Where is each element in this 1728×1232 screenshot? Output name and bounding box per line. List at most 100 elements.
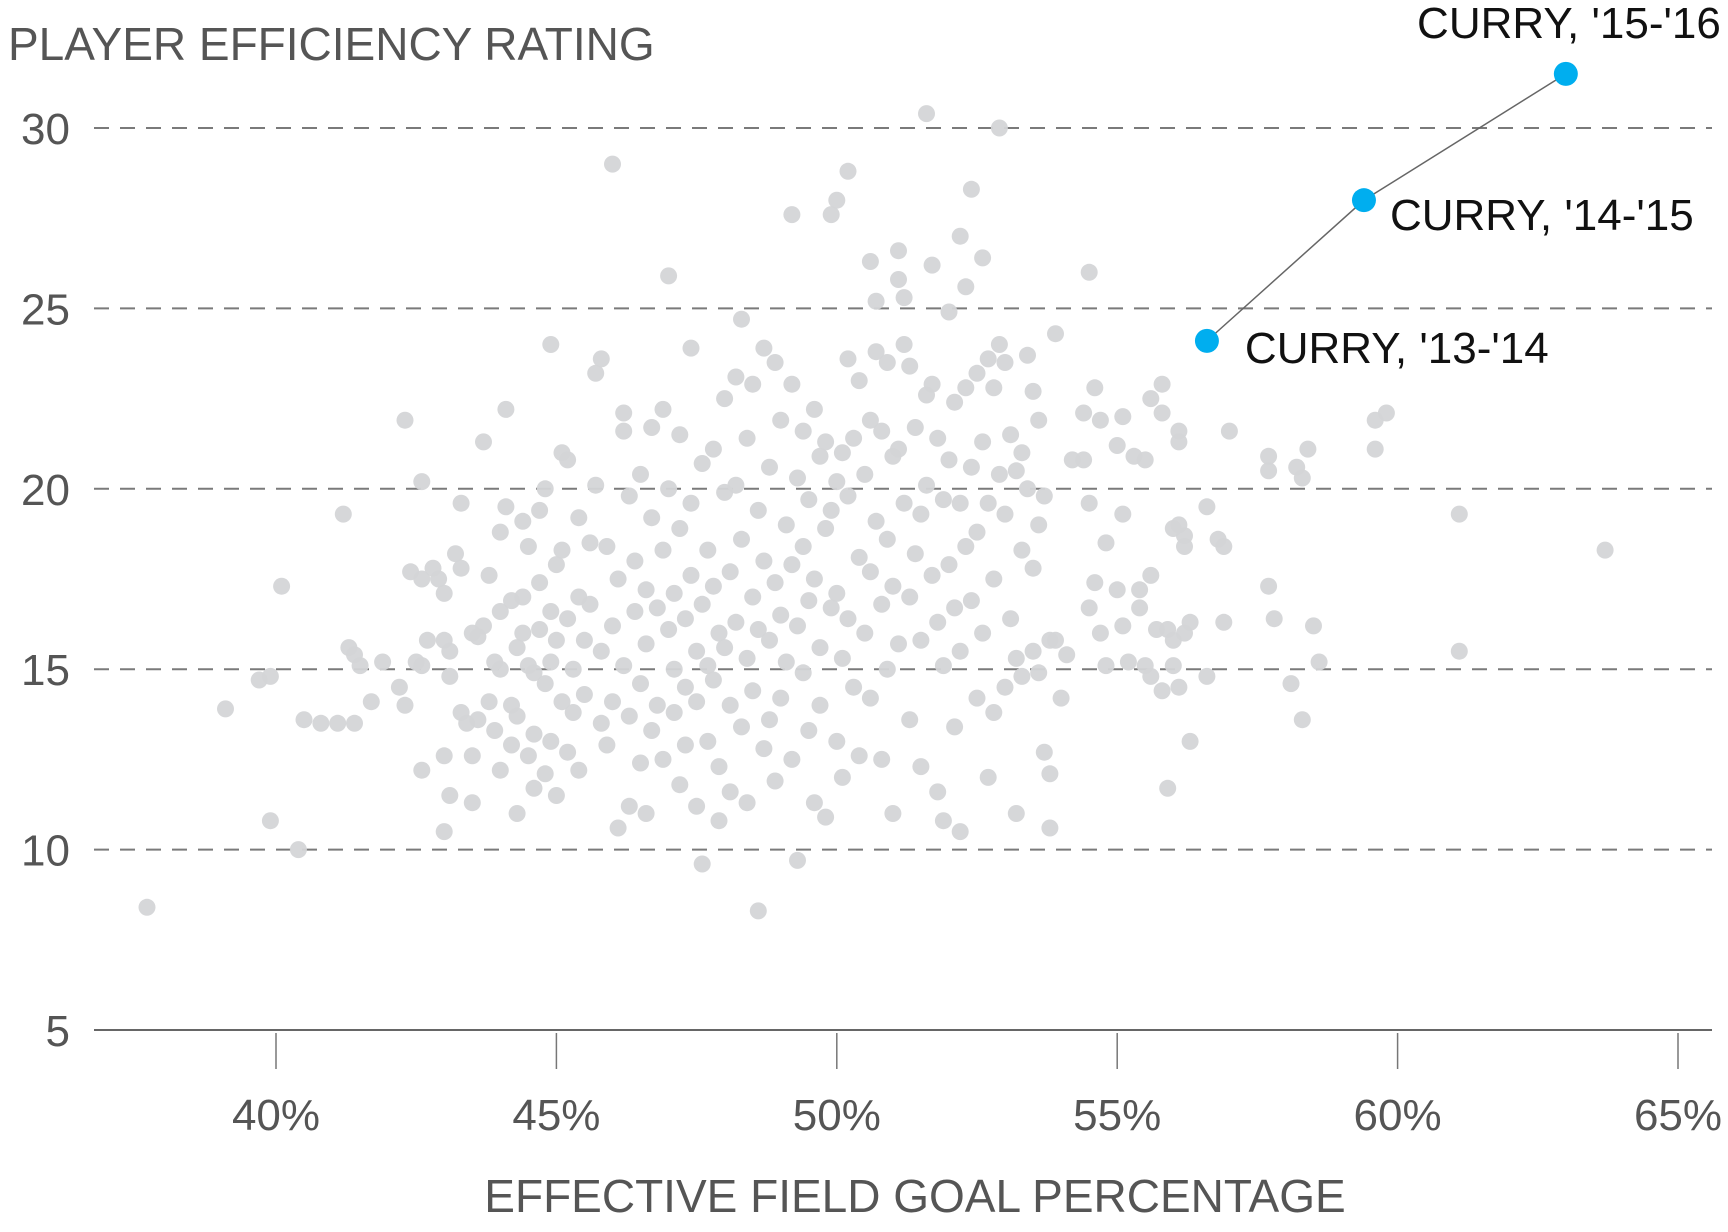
data-point bbox=[676, 678, 694, 696]
data-point bbox=[996, 678, 1014, 696]
data-point bbox=[761, 711, 778, 729]
data-point bbox=[413, 570, 431, 588]
data-point bbox=[671, 426, 689, 444]
data-point bbox=[822, 501, 840, 519]
data-point bbox=[1052, 689, 1070, 707]
data-point bbox=[1019, 480, 1036, 498]
data-point bbox=[1215, 538, 1233, 555]
data-point bbox=[1108, 581, 1126, 599]
data-point bbox=[985, 570, 1003, 588]
data-point bbox=[682, 339, 700, 357]
data-point bbox=[1170, 678, 1188, 696]
data-point bbox=[727, 613, 745, 631]
data-point bbox=[671, 776, 689, 794]
data-point bbox=[805, 794, 823, 812]
data-point bbox=[744, 682, 762, 700]
curry-point bbox=[1351, 188, 1376, 213]
data-point bbox=[850, 372, 868, 390]
data-point bbox=[761, 458, 778, 476]
data-point bbox=[985, 704, 1003, 721]
data-point bbox=[890, 271, 907, 288]
data-point bbox=[968, 364, 986, 382]
curry-point bbox=[1553, 61, 1578, 86]
data-point bbox=[1131, 599, 1149, 617]
data-point bbox=[744, 588, 762, 606]
data-point bbox=[906, 419, 924, 436]
data-point bbox=[1024, 382, 1042, 400]
data-point bbox=[704, 671, 722, 689]
data-point bbox=[833, 649, 851, 667]
data-point bbox=[856, 465, 874, 483]
data-point bbox=[761, 631, 778, 649]
data-point bbox=[1114, 408, 1132, 426]
data-point bbox=[660, 621, 678, 638]
data-point bbox=[508, 805, 526, 822]
data-point bbox=[435, 823, 453, 841]
data-point bbox=[895, 289, 913, 307]
data-point bbox=[968, 689, 986, 707]
data-point bbox=[632, 675, 649, 693]
data-point bbox=[727, 368, 745, 386]
data-point bbox=[441, 667, 459, 685]
data-point bbox=[632, 465, 649, 483]
data-point bbox=[794, 664, 812, 682]
data-point bbox=[648, 696, 666, 714]
data-point bbox=[721, 783, 739, 801]
x-tick-label: 60% bbox=[1354, 1091, 1442, 1140]
data-point bbox=[435, 747, 453, 765]
data-point bbox=[901, 588, 919, 606]
data-point bbox=[1097, 534, 1115, 552]
data-point bbox=[1159, 779, 1177, 797]
data-point bbox=[845, 429, 863, 447]
data-point bbox=[553, 693, 571, 711]
data-point bbox=[396, 696, 414, 714]
data-point bbox=[800, 592, 818, 610]
data-point bbox=[811, 639, 829, 657]
data-point bbox=[710, 624, 728, 642]
data-point bbox=[749, 621, 767, 638]
data-point bbox=[845, 678, 863, 696]
data-point bbox=[704, 577, 722, 595]
data-point bbox=[1153, 682, 1171, 700]
data-point bbox=[873, 595, 891, 613]
data-point bbox=[766, 772, 784, 790]
data-point bbox=[929, 613, 947, 631]
data-point bbox=[940, 303, 958, 321]
data-point bbox=[525, 664, 543, 682]
data-point bbox=[604, 617, 621, 635]
data-point bbox=[873, 422, 891, 440]
data-point bbox=[671, 520, 689, 537]
data-point bbox=[295, 711, 313, 729]
data-point bbox=[884, 577, 902, 595]
data-point bbox=[974, 624, 992, 642]
data-point bbox=[1310, 653, 1328, 671]
data-point bbox=[1041, 765, 1059, 783]
data-point bbox=[962, 592, 980, 610]
data-point bbox=[878, 354, 896, 371]
data-point bbox=[1024, 642, 1042, 660]
data-point bbox=[676, 736, 694, 754]
data-point bbox=[430, 570, 448, 588]
data-point bbox=[564, 704, 582, 721]
data-point bbox=[475, 433, 492, 451]
data-point bbox=[1142, 667, 1160, 685]
data-point bbox=[620, 487, 638, 505]
data-point bbox=[665, 584, 683, 602]
data-point bbox=[979, 768, 997, 786]
y-tick-label: 20 bbox=[21, 466, 70, 515]
data-point bbox=[491, 761, 509, 779]
data-point bbox=[1030, 411, 1048, 429]
data-point bbox=[990, 336, 1008, 353]
data-point bbox=[962, 180, 980, 198]
data-point bbox=[491, 603, 509, 620]
data-point bbox=[1293, 469, 1311, 487]
data-point bbox=[957, 278, 975, 296]
data-point bbox=[890, 635, 907, 653]
data-point bbox=[794, 422, 812, 440]
data-point bbox=[1596, 541, 1614, 559]
data-point bbox=[822, 206, 840, 224]
data-point bbox=[772, 606, 790, 624]
data-point bbox=[592, 350, 610, 368]
data-point bbox=[1013, 667, 1031, 685]
